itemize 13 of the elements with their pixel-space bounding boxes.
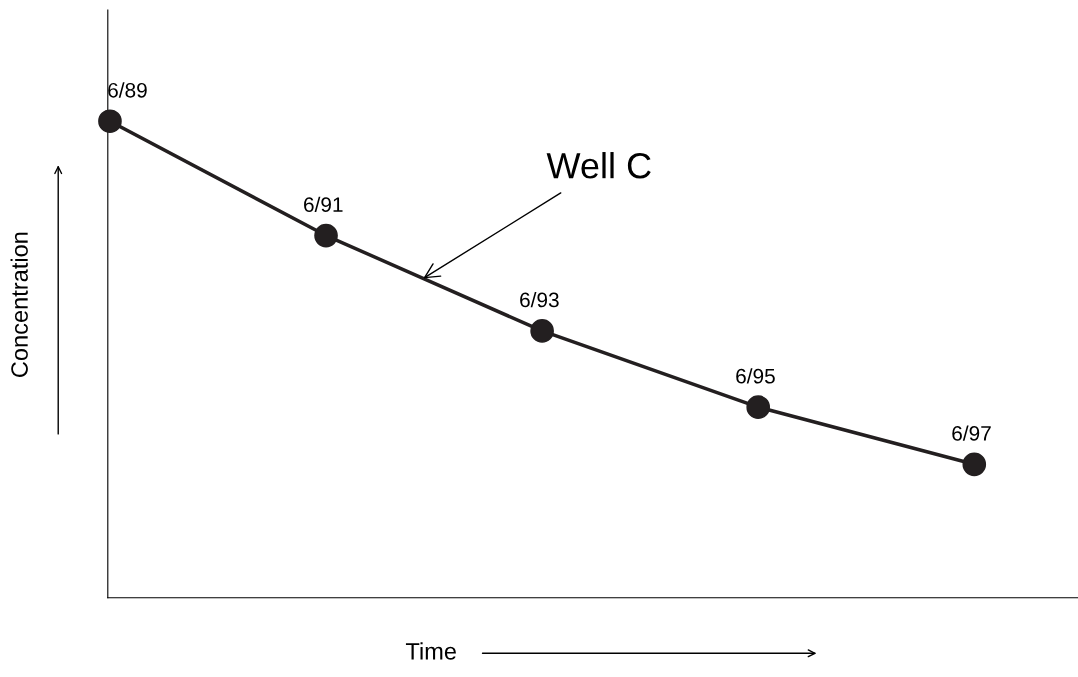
point xyxy=(314,223,338,248)
point xyxy=(746,395,771,419)
x-tick-label: 6/97 xyxy=(952,425,991,441)
x-tick-label: 6/95 xyxy=(736,368,775,384)
x-axis-title: Time xyxy=(405,642,456,660)
point xyxy=(530,319,554,343)
point xyxy=(962,452,987,477)
point xyxy=(98,109,122,134)
annotation: Well C xyxy=(546,152,651,179)
x-tick-label: 6/91 xyxy=(304,196,343,213)
y-axis-title: Concentration xyxy=(10,232,28,377)
x-tick-label: 6/93 xyxy=(520,292,559,308)
x-tick-label: 6/89 xyxy=(108,82,147,98)
